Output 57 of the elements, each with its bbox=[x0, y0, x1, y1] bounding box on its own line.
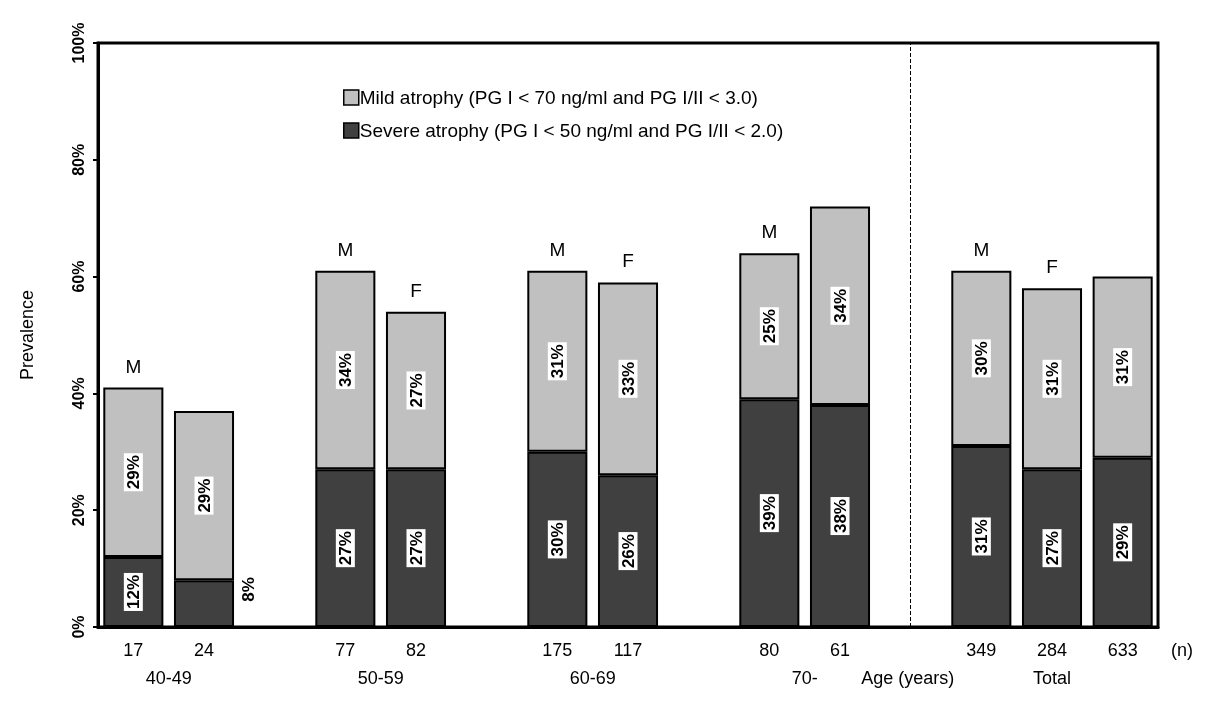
annotation: F bbox=[410, 279, 422, 301]
data-label: 29% bbox=[1113, 525, 1133, 560]
data-label: 8% bbox=[238, 577, 258, 602]
text: (n) bbox=[1171, 640, 1193, 660]
text: 40-49 bbox=[145, 668, 192, 688]
data-label: 31% bbox=[971, 519, 991, 554]
x-tick-label: 284 bbox=[1036, 640, 1068, 660]
x-tick-label: 175 bbox=[542, 640, 573, 660]
annotation: M bbox=[973, 238, 990, 260]
x-tick-label: 633 bbox=[1107, 640, 1138, 660]
x-tick-label: 77 bbox=[335, 640, 356, 660]
data-label: 12% bbox=[123, 574, 143, 609]
data-label: 29% bbox=[123, 455, 143, 490]
data-label: 31% bbox=[547, 344, 567, 379]
data-label: 34% bbox=[830, 288, 850, 323]
y-tick-label: 40% bbox=[69, 377, 87, 410]
text: Age (years) bbox=[861, 668, 955, 688]
x-tick-label: 349 bbox=[966, 640, 997, 660]
text: 60-69 bbox=[569, 668, 616, 688]
legend-label: Severe atrophy (PG I < 50 ng/ml and PG I/II < 2.0) bbox=[359, 120, 784, 141]
data-label: 27% bbox=[335, 531, 355, 566]
y-tick-label: 80% bbox=[69, 143, 87, 176]
y-tick-label: 60% bbox=[69, 260, 87, 293]
annotation: F bbox=[622, 250, 634, 272]
data-label: 30% bbox=[971, 341, 991, 376]
text: Total bbox=[1032, 668, 1072, 688]
annotation: M bbox=[761, 221, 778, 243]
x-tick-label: 17 bbox=[123, 640, 144, 660]
data-label: 26% bbox=[618, 534, 638, 569]
legend-label: Mild atrophy (PG I < 70 ng/ml and PG I/II < 3.0) bbox=[359, 87, 758, 108]
x-tick-label: 80 bbox=[759, 640, 780, 660]
data-label: 27% bbox=[406, 373, 426, 408]
annotation: M bbox=[125, 355, 142, 377]
data-label: 27% bbox=[406, 531, 426, 566]
data-label: 34% bbox=[335, 353, 355, 388]
data-label: 31% bbox=[1113, 350, 1133, 385]
y-axis-title: Prevalence bbox=[17, 289, 37, 381]
annotation: M bbox=[549, 238, 566, 260]
annotation: F bbox=[1046, 256, 1058, 278]
x-tick-label: 117 bbox=[613, 640, 643, 660]
x-tick-label: 61 bbox=[829, 640, 851, 660]
y-tick-label: 20% bbox=[69, 494, 87, 527]
y-tick-label: 0% bbox=[69, 615, 87, 639]
data-label: 25% bbox=[759, 309, 779, 344]
data-label: 30% bbox=[547, 522, 567, 557]
text: 70- bbox=[791, 668, 818, 688]
data-label: 38% bbox=[830, 499, 850, 534]
y-tick-label: 100% bbox=[69, 22, 87, 64]
data-label: 39% bbox=[759, 496, 779, 531]
text: 50-59 bbox=[357, 668, 404, 688]
x-tick-label: 82 bbox=[405, 640, 427, 660]
data-label: 27% bbox=[1042, 531, 1062, 566]
annotation: M bbox=[337, 238, 354, 260]
data-label: 29% bbox=[194, 478, 214, 513]
x-tick-label: 24 bbox=[193, 640, 215, 660]
data-label: 31% bbox=[1042, 361, 1062, 396]
data-label: 33% bbox=[618, 361, 638, 396]
